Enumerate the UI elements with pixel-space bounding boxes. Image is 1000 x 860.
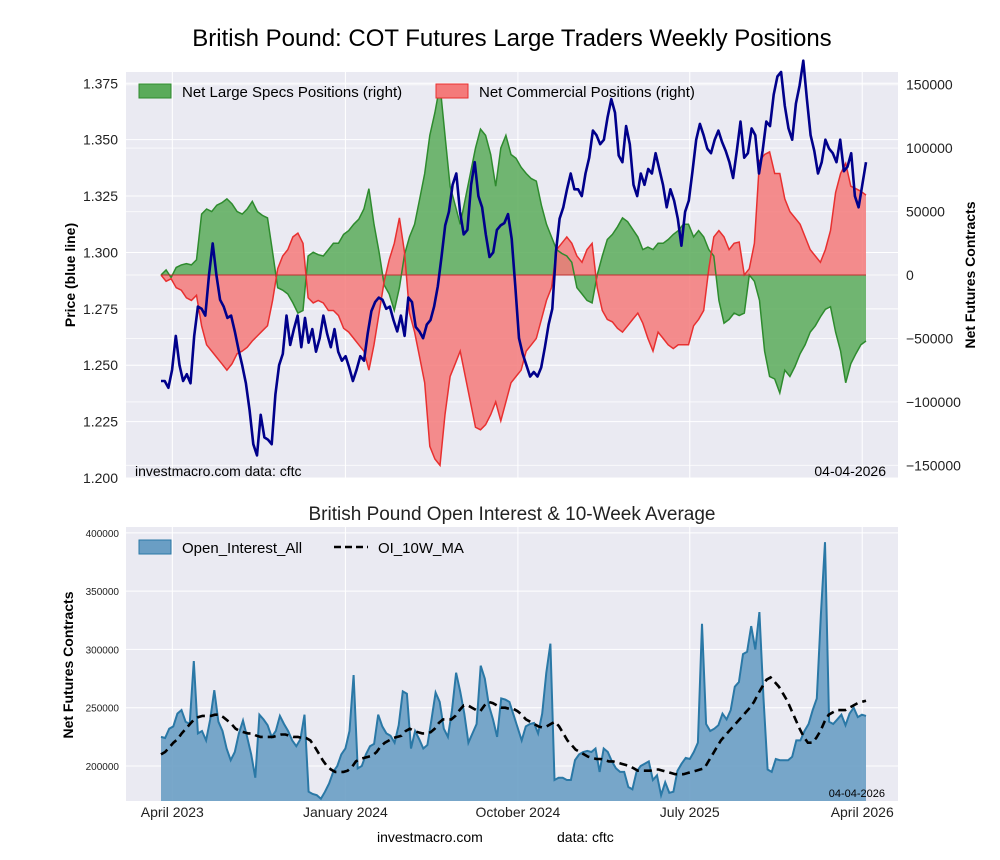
top-left-tick-label: 1.325 xyxy=(83,188,118,204)
top-right-tick-label: 50000 xyxy=(906,204,945,220)
legend-label-commercial: Net Commercial Positions (right) xyxy=(479,84,695,101)
legend-label-open-interest: Open_Interest_All xyxy=(182,540,302,557)
bottom-y-tick-label: 350000 xyxy=(86,587,120,598)
bottom-x-tick-label: July 2025 xyxy=(660,804,720,820)
bottom-y-tick-label: 300000 xyxy=(86,645,120,656)
top-right-tick-label: −150000 xyxy=(906,457,961,473)
top-left-tick-label: 1.200 xyxy=(83,470,118,486)
bottom-legend: Open_Interest_All OI_10W_MA xyxy=(138,539,464,557)
bottom-y-axis-label: Net Futures Contracts xyxy=(60,591,76,738)
bottom-ticks: 200000 250000 300000 350000 400000 April 2023… xyxy=(86,529,894,820)
net-commercial-line xyxy=(160,150,867,468)
top-left-axis-label: Price (blue line) xyxy=(62,223,78,327)
top-left-tick-label: 1.350 xyxy=(83,132,118,148)
top-watermark-left: investmacro.com data: cftc xyxy=(135,463,302,479)
footer-source: data: cftc xyxy=(557,829,614,845)
legend-label-specs: Net Large Specs Positions (right) xyxy=(182,84,402,101)
net-commercial-area xyxy=(161,151,866,466)
top-left-tick-label: 1.250 xyxy=(83,357,118,373)
bottom-y-tick-label: 400000 xyxy=(86,529,120,540)
bottom-y-tick-label: 250000 xyxy=(86,704,120,715)
top-right-axis-label: Net Futures Contracts xyxy=(962,201,978,348)
open-interest-chart: British Pound Open Interest & 10-Week Av… xyxy=(60,504,898,820)
bottom-watermark-date: 04-04-2026 xyxy=(829,788,885,800)
top-left-tick-label: 1.225 xyxy=(83,414,118,430)
net-large-specs-area xyxy=(161,84,866,393)
top-left-tick-label: 1.375 xyxy=(83,75,118,91)
legend-swatch-open-interest xyxy=(138,539,172,555)
top-right-tick-label: 0 xyxy=(906,267,914,283)
top-ticks: 1.200 1.225 1.250 1.275 1.300 1.325 1.350 1.375… xyxy=(83,75,961,486)
top-series xyxy=(160,59,868,468)
open-interest-line xyxy=(160,542,867,801)
top-right-tick-label: 100000 xyxy=(906,140,953,156)
open-interest-area xyxy=(161,542,866,801)
price-line xyxy=(161,59,868,457)
top-right-tick-label: 150000 xyxy=(906,77,953,93)
footer-site: investmacro.com xyxy=(377,829,483,845)
legend-label-moving-average: OI_10W_MA xyxy=(378,540,464,557)
top-left-tick-label: 1.275 xyxy=(83,301,118,317)
top-right-tick-label: −100000 xyxy=(906,394,961,410)
bottom-x-tick-label: January 2024 xyxy=(303,804,388,820)
top-legend: Net Large Specs Positions (right) Net Co… xyxy=(138,83,695,101)
bottom-x-tick-label: April 2026 xyxy=(831,804,894,820)
legend-swatch-specs xyxy=(138,83,172,99)
oi-10w-ma-line xyxy=(160,675,867,776)
top-left-tick-label: 1.300 xyxy=(83,244,118,260)
bottom-x-tick-label: April 2023 xyxy=(141,804,204,820)
figure-title: British Pound: COT Futures Large Traders… xyxy=(192,25,831,52)
top-watermark-date: 04-04-2026 xyxy=(814,463,886,479)
bottom-series xyxy=(160,542,867,801)
top-right-tick-label: −50000 xyxy=(906,330,953,346)
bottom-chart-title: British Pound Open Interest & 10-Week Av… xyxy=(309,504,716,525)
cot-positions-chart: 1.200 1.225 1.250 1.275 1.300 1.325 1.350 1.375… xyxy=(62,59,978,486)
legend-swatch-commercial xyxy=(435,83,469,99)
net-large-specs-line xyxy=(160,84,867,396)
bottom-x-tick-label: October 2024 xyxy=(475,804,560,820)
bottom-y-tick-label: 200000 xyxy=(86,762,120,773)
